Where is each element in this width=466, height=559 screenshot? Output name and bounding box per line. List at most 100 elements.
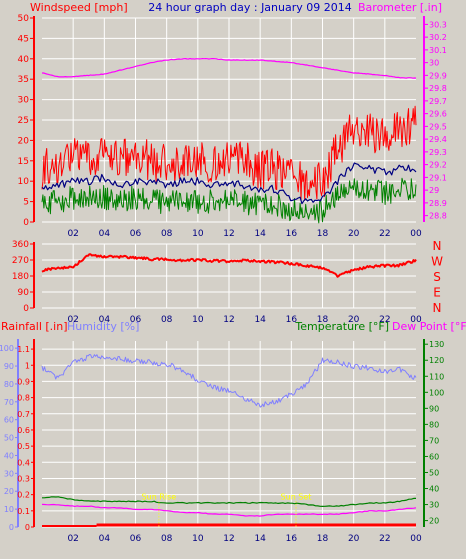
windspeed-tick-label: 20 (18, 136, 30, 146)
axes-layer: 5045403530252015105030.330.230.13029.929… (0, 14, 447, 544)
humidity-tick-label: 70 (4, 398, 14, 407)
hour-tick-label-p2: 08 (161, 315, 173, 325)
barometer-tick-label: 29 (429, 186, 439, 195)
barometer-tick-label: 29.7 (429, 97, 447, 106)
barometer-tick-label: 29.4 (429, 135, 447, 144)
windspeed-series-line (41, 105, 417, 201)
temperature-tick-label: 20 (429, 517, 439, 526)
temperature-tick-label: 70 (429, 436, 439, 445)
hour-tick-label-p3: 22 (379, 534, 390, 544)
humidity-tick-label: 0 (9, 523, 14, 532)
barometer-tick-label: 28.9 (429, 199, 447, 208)
hour-tick-label-p2: 12 (223, 315, 234, 325)
hour-tick-label-p1: 10 (192, 229, 204, 239)
windspeed-tick-label: 15 (18, 157, 29, 167)
hour-tick-label-p1: 04 (99, 229, 111, 239)
compass-letter: E (433, 286, 441, 300)
hour-tick-label-p3: 16 (286, 534, 298, 544)
hour-tick-label-p3: 04 (99, 534, 111, 544)
windspeed-tick-label: 50 (18, 14, 30, 24)
humidity-tick-label: 100 (0, 344, 14, 353)
hour-tick-label-p3: 08 (161, 534, 173, 544)
hour-tick-label-p1: 06 (130, 229, 142, 239)
barometer-tick-label: 30.3 (429, 20, 447, 29)
barometer-tick-label: 30.2 (429, 33, 447, 42)
temperature-tick-label: 40 (429, 485, 439, 494)
direction-tick-label: 360 (12, 240, 29, 250)
temperature-tick-label: 60 (429, 452, 439, 461)
dewpoint-axis-label: Dew Point [°F] (392, 320, 466, 333)
humidity-axis-label: Humidity [%] (67, 320, 139, 333)
windspeed-tick-label: 30 (18, 96, 30, 106)
hour-tick-label-p2: 10 (192, 315, 204, 325)
humidity-tick-label: 40 (4, 451, 14, 460)
hour-tick-label-p1: 12 (223, 229, 234, 239)
hour-tick-label-p3: 06 (130, 534, 142, 544)
hour-tick-label-p2: 22 (379, 315, 390, 325)
hour-tick-label-p2: 18 (317, 315, 329, 325)
rainfall-tick-label: 0.7 (17, 410, 30, 419)
hour-tick-label-p2: 20 (348, 315, 360, 325)
windspeed-tick-label: 25 (18, 116, 29, 126)
direction-tick-label: 0 (23, 304, 29, 314)
windspeed-axis-label: Windspeed [mph] (30, 1, 128, 14)
barometer-tick-label: 28.8 (429, 212, 447, 221)
barometer-tick-label: 29.5 (429, 122, 447, 131)
series-layer: Sun Rise Sun Set (41, 57, 417, 527)
low-wind-series-line (41, 177, 417, 224)
temperature-series-line (42, 496, 416, 507)
rainfall-tick-label: 1 (25, 361, 30, 370)
temperature-tick-label: 80 (429, 420, 439, 429)
hour-tick-label-p2: 14 (254, 315, 266, 325)
barometer-axis-label: Barometer [.in] (358, 1, 442, 14)
hour-tick-label-p3: 02 (67, 534, 78, 544)
hour-tick-label-p1: 02 (67, 229, 78, 239)
sunset-label: Sun Set (281, 493, 312, 502)
rainfall-tick-label: 0 (25, 523, 30, 532)
hour-tick-label-p3: 20 (348, 534, 360, 544)
compass-letter: S (433, 270, 441, 284)
temperature-tick-label: 110 (429, 372, 444, 381)
rainfall-tick-label: 0.6 (17, 426, 30, 435)
barometer-series-line (42, 57, 417, 79)
barometer-tick-label: 29.1 (429, 173, 447, 182)
humidity-tick-label: 30 (4, 469, 14, 478)
humidity-series-line (41, 354, 417, 408)
barometer-tick-label: 30.1 (429, 46, 447, 55)
windspeed-tick-label: 35 (18, 75, 29, 85)
hour-tick-label-p1: 00 (410, 229, 422, 239)
hour-tick-label-p1: 22 (379, 229, 390, 239)
barometer-tick-label: 29.3 (429, 148, 447, 157)
hour-tick-label-p1: 18 (317, 229, 329, 239)
sunrise-label: Sun Rise (142, 493, 177, 502)
hour-tick-label-p3: 00 (410, 534, 422, 544)
temperature-tick-label: 120 (429, 356, 444, 365)
rainfall-tick-label: 0.9 (17, 377, 30, 386)
direction-tick-label: 90 (18, 288, 30, 298)
windspeed-tick-label: 5 (23, 198, 29, 208)
direction-tick-label: 270 (12, 256, 29, 266)
humidity-tick-label: 80 (4, 380, 14, 389)
temperature-tick-label: 130 (429, 340, 444, 349)
humidity-tick-label: 60 (4, 416, 14, 425)
humidity-tick-label: 10 (4, 505, 14, 514)
hour-tick-label-p1: 20 (348, 229, 360, 239)
rainfall-tick-label: 0.1 (17, 507, 30, 516)
compass-letter: N (433, 239, 442, 253)
temperature-axis-label: Temperature [°F] (294, 320, 389, 333)
chart-title: 24 hour graph day : January 09 2014 (148, 1, 352, 14)
humidity-tick-label: 20 (4, 487, 14, 496)
hour-tick-label-p1: 16 (286, 229, 298, 239)
humidity-tick-label: 90 (4, 362, 14, 371)
hour-tick-label-p3: 12 (223, 534, 234, 544)
windspeed-tick-label: 40 (18, 55, 30, 65)
barometer-tick-label: 29.8 (429, 84, 447, 93)
windspeed-tick-label: 0 (23, 218, 29, 228)
hour-tick-label-p2: 00 (410, 315, 422, 325)
rainfall-tick-label: 0.2 (17, 491, 30, 500)
compass-letter: N (433, 301, 442, 315)
grid-layer (42, 17, 416, 528)
